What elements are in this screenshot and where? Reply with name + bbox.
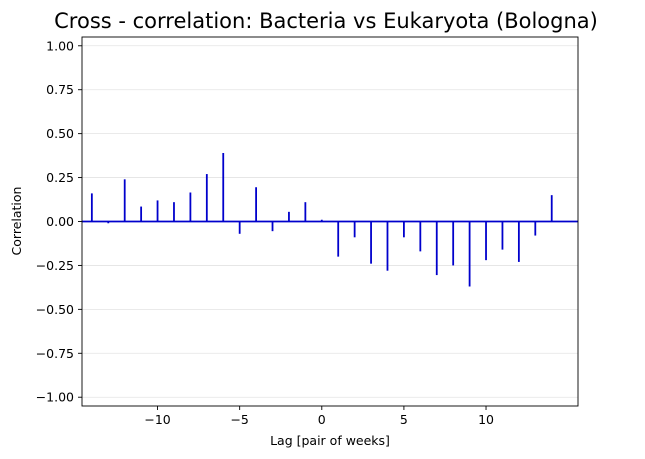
y-tick-label: 0.00 xyxy=(46,214,74,229)
y-axis: 1.00 0.75 0.50 0.25 0.00 −0.25 −0.50 −0.75 −1.00 xyxy=(36,38,82,405)
y-axis-label: Correlation xyxy=(9,187,24,256)
y-tick-label: −1.00 xyxy=(36,390,74,405)
x-axis: −10 −5 0 5 10 xyxy=(144,406,494,427)
x-tick-label: 5 xyxy=(400,412,408,427)
x-tick-label: 10 xyxy=(478,412,494,427)
y-tick-label: 0.25 xyxy=(46,170,74,185)
x-tick-label: −5 xyxy=(230,412,248,427)
y-tick-label: 0.75 xyxy=(46,82,74,97)
correlation-stems xyxy=(90,152,553,287)
y-tick-label: 1.00 xyxy=(46,38,74,53)
y-tick-label: 0.50 xyxy=(46,126,74,141)
y-tick-label: −0.50 xyxy=(36,302,74,317)
chart-title: Cross - correlation: Bacteria vs Eukaryo… xyxy=(54,9,598,33)
y-tick-label: −0.25 xyxy=(36,258,74,273)
x-axis-label: Lag [pair of weeks] xyxy=(270,433,390,448)
y-tick-label: −0.75 xyxy=(36,346,74,361)
x-tick-label: −10 xyxy=(144,412,170,427)
x-tick-label: 0 xyxy=(318,412,326,427)
